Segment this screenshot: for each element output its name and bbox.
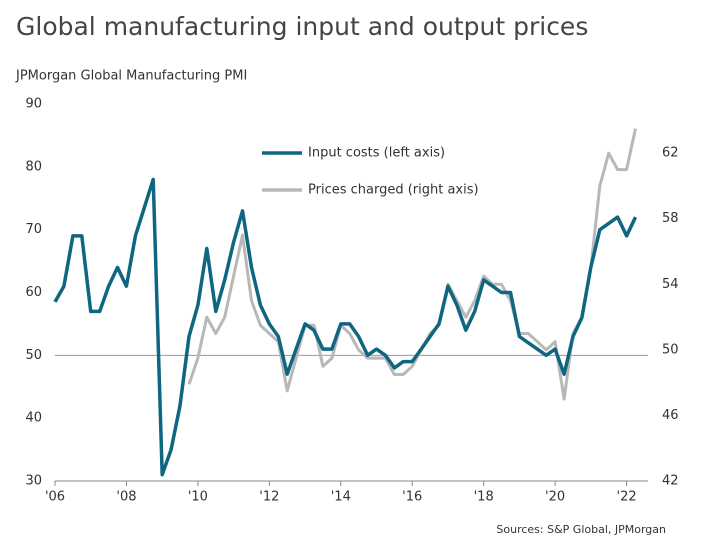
y-tick-label: 40: [25, 411, 42, 426]
y-tick-label: 80: [25, 159, 42, 174]
x-tick-label: '14: [331, 490, 351, 505]
chart-title: Global manufacturing input and output pr…: [16, 12, 588, 41]
x-tick-label: '12: [259, 490, 279, 505]
y-tick-label: 30: [25, 474, 42, 489]
y-tick-label: 90: [25, 97, 42, 112]
y2-tick-label: 42: [662, 474, 679, 489]
x-tick-label: '10: [188, 490, 208, 505]
y2-tick-label: 50: [662, 342, 679, 357]
chart-subtitle: JPMorgan Global Manufacturing PMI: [15, 69, 247, 84]
series-line: [53, 177, 638, 477]
series-line: [187, 128, 637, 401]
legend-label: Input costs (left axis): [308, 146, 445, 161]
x-tick-label: '22: [617, 490, 637, 505]
x-tick-label: '20: [545, 490, 565, 505]
x-tick-label: '06: [45, 490, 65, 505]
source-note: Sources: S&P Global, JPMorgan: [496, 523, 666, 536]
x-tick-label: '08: [116, 490, 136, 505]
x-tick-label: '18: [474, 490, 494, 505]
y2-tick-label: 54: [662, 277, 679, 292]
y2-tick-label: 58: [662, 211, 679, 226]
x-tick-label: '16: [402, 490, 422, 505]
y-tick-label: 70: [25, 222, 42, 237]
legend-label: Prices charged (right axis): [308, 183, 479, 198]
y2-tick-label: 46: [662, 408, 679, 423]
y-tick-label: 60: [25, 285, 42, 300]
y2-tick-label: 62: [662, 146, 679, 161]
y-tick-label: 50: [25, 348, 42, 363]
